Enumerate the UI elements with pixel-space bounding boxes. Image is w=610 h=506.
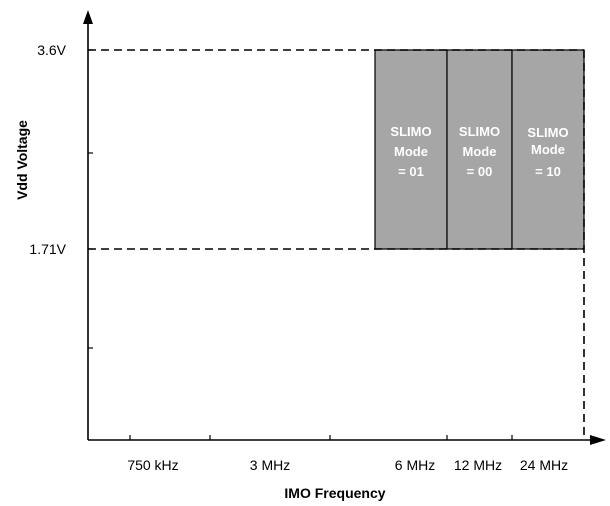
x-tick-label: 3 MHz xyxy=(250,457,290,473)
y-axis-title: Vdd Voltage xyxy=(14,120,30,200)
axes xyxy=(83,10,606,445)
x-tick-label: 12 MHz xyxy=(454,457,502,473)
y-tick-label: 3.6V xyxy=(37,42,66,58)
region-0-label-line: = 01 xyxy=(398,164,424,179)
region-0-label-line: Mode xyxy=(394,144,428,159)
region-1-label-line: Mode xyxy=(463,144,497,159)
x-axis-title: IMO Frequency xyxy=(284,485,385,501)
region-0 xyxy=(374,49,448,250)
y-axis-arrow xyxy=(83,10,93,24)
y-tick-label: 1.71V xyxy=(29,241,66,257)
labels: SLIMO Mode = 01 SLIMO Mode = 00 SLIMO Mode = 10 1… xyxy=(14,42,569,501)
region-2-label-line: = 10 xyxy=(535,164,561,179)
x-tick-label: 6 MHz xyxy=(395,457,435,473)
region-0-label-line: SLIMO xyxy=(390,124,431,139)
x-tick-label: 750 kHz xyxy=(127,457,178,473)
reference-lines xyxy=(88,49,585,440)
region-1 xyxy=(446,49,513,250)
x-axis-arrow xyxy=(590,435,606,445)
region-1-label-line: = 00 xyxy=(467,164,493,179)
region-1-label-line: SLIMO xyxy=(459,124,500,139)
region-2-label-line: Mode xyxy=(531,142,565,157)
x-tick-label: 24 MHz xyxy=(520,457,568,473)
region-2-label-line: SLIMO xyxy=(527,125,568,140)
